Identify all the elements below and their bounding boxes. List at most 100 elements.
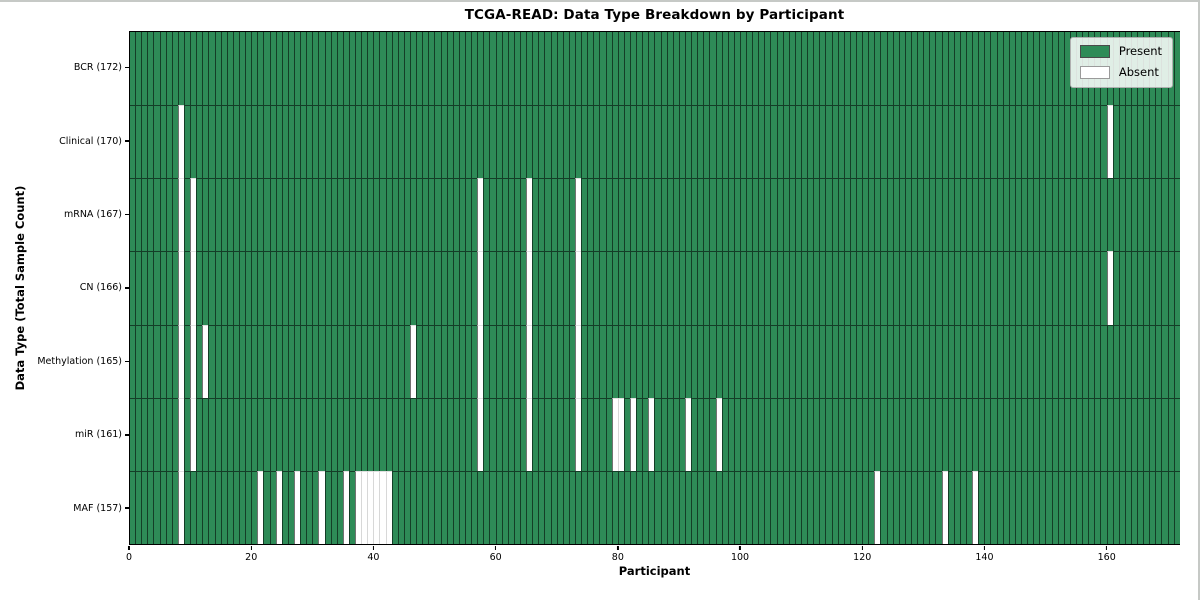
present-cell [1161, 397, 1168, 471]
x-tick-160: 160 [1098, 546, 1116, 563]
present-cell [251, 470, 258, 544]
present-cell [1033, 397, 1040, 471]
present-cell [776, 32, 783, 106]
present-cell [550, 178, 557, 252]
present-cell [935, 251, 942, 325]
present-cell [287, 397, 294, 471]
present-cell [202, 32, 209, 106]
present-cell [776, 105, 783, 179]
present-cell [1100, 397, 1107, 471]
present-cell [978, 32, 985, 106]
absent-cell [177, 470, 184, 544]
present-cell [666, 397, 673, 471]
present-cell [929, 105, 936, 179]
present-cell [141, 397, 148, 471]
present-cell [672, 32, 679, 106]
absent-cell [385, 470, 392, 544]
present-cell [275, 32, 282, 106]
present-cell [990, 251, 997, 325]
y-tick-label: Clinical (170) [59, 135, 122, 147]
present-cell [911, 251, 918, 325]
present-cell [245, 470, 252, 544]
present-cell [1100, 105, 1107, 179]
present-cell [1014, 178, 1021, 252]
present-cell [324, 32, 331, 106]
present-cell [587, 32, 594, 106]
present-cell [483, 32, 490, 106]
present-cell [330, 397, 337, 471]
present-cell [257, 178, 264, 252]
present-cell [892, 324, 899, 398]
present-cell [862, 251, 869, 325]
present-cell [532, 324, 539, 398]
present-cell [367, 32, 374, 106]
present-cell [856, 105, 863, 179]
present-cell [739, 324, 747, 398]
present-cell [495, 32, 502, 106]
present-cell [275, 178, 282, 252]
present-cell [709, 178, 716, 252]
present-cell [623, 178, 630, 252]
present-cell [397, 178, 404, 252]
present-cell [758, 105, 765, 179]
absent-cell [526, 397, 533, 471]
present-cell [849, 397, 857, 471]
present-cell [520, 324, 527, 398]
present-cell [568, 251, 575, 325]
present-cell [788, 105, 795, 179]
present-cell [911, 105, 918, 179]
present-cell [373, 324, 380, 398]
present-cell [135, 470, 142, 544]
present-cell [764, 324, 771, 398]
present-cell [996, 178, 1003, 252]
present-cell [165, 397, 172, 471]
present-cell [1057, 32, 1064, 106]
present-cell [532, 470, 539, 544]
present-cell [446, 470, 453, 544]
present-cell [342, 324, 349, 398]
present-cell [397, 397, 404, 471]
present-cell [880, 178, 887, 252]
present-cell [746, 324, 753, 398]
present-cell [397, 251, 404, 325]
present-cell [520, 178, 527, 252]
present-cell [153, 105, 160, 179]
present-cell [287, 105, 294, 179]
present-cell [355, 397, 362, 471]
present-cell [886, 178, 893, 252]
present-cell [495, 324, 502, 398]
present-cell [611, 251, 618, 325]
present-cell [739, 178, 747, 252]
present-cell [752, 397, 759, 471]
present-cell [379, 178, 386, 252]
present-cell [318, 397, 325, 471]
present-cell [287, 178, 294, 252]
present-cell [422, 105, 429, 179]
present-cell [465, 397, 472, 471]
present-cell [990, 105, 997, 179]
present-cell [1161, 324, 1168, 398]
present-cell [581, 32, 588, 106]
present-cell [238, 470, 246, 544]
present-cell [226, 397, 233, 471]
present-cell [825, 251, 832, 325]
present-cell [1106, 397, 1113, 471]
present-cell [868, 397, 875, 471]
y-tick-mark [125, 287, 129, 289]
present-cell [642, 397, 649, 471]
present-cell [801, 397, 808, 471]
present-cell [1027, 32, 1034, 106]
present-cell [361, 105, 368, 179]
present-cell [562, 397, 569, 471]
present-cell [691, 32, 698, 106]
present-cell [171, 397, 178, 471]
present-cell [465, 470, 472, 544]
present-cell [452, 324, 459, 398]
present-cell [306, 178, 313, 252]
present-cell [1020, 32, 1028, 106]
present-cell [648, 105, 655, 179]
present-cell [141, 178, 148, 252]
present-cell [141, 324, 148, 398]
absent-cell [477, 397, 484, 471]
present-cell [238, 324, 246, 398]
